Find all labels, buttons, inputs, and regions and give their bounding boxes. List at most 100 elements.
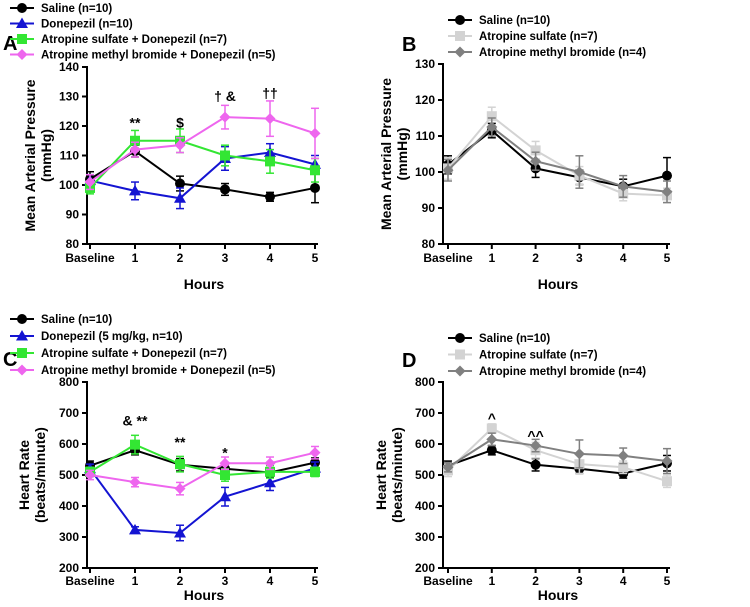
y-axis-title: Heart Rate(beats/minute) bbox=[16, 427, 48, 523]
y-tick-label: 400 bbox=[59, 499, 79, 513]
data-point bbox=[174, 526, 186, 538]
significance-label: * bbox=[222, 444, 228, 460]
data-point bbox=[265, 466, 275, 477]
legend-label: Atropine methyl bromide + Donepezil (n=5… bbox=[41, 365, 276, 377]
data-point bbox=[661, 186, 673, 198]
data-point bbox=[219, 490, 231, 502]
series-2 bbox=[84, 461, 321, 542]
y-tick-label: 110 bbox=[416, 129, 436, 143]
legend-marker bbox=[16, 17, 28, 28]
significance-label: & ** bbox=[123, 412, 148, 428]
data-point bbox=[573, 448, 585, 460]
series-line bbox=[447, 438, 668, 469]
data-point bbox=[310, 165, 320, 176]
data-point bbox=[219, 111, 231, 123]
y-axis-title-line: (mmHg) bbox=[394, 128, 410, 181]
y-tick-label: 700 bbox=[415, 406, 435, 420]
x-axis-title: Hours bbox=[538, 587, 579, 603]
data-point bbox=[130, 439, 140, 450]
legend-marker bbox=[17, 3, 27, 13]
data-point bbox=[265, 156, 275, 167]
data-point bbox=[219, 457, 231, 469]
series-line bbox=[89, 451, 316, 490]
legend-marker bbox=[16, 364, 28, 376]
x-tick-label: 4 bbox=[267, 251, 274, 265]
data-point bbox=[442, 461, 454, 473]
data-point bbox=[486, 121, 498, 133]
y-tick-label: 500 bbox=[59, 468, 79, 482]
legend-label: Atropine sulfate + Donepezil (n=7) bbox=[41, 34, 227, 46]
legend-marker bbox=[454, 365, 466, 377]
legend: Saline (n=10) Donepezil (n=10) Atropine su… bbox=[10, 3, 276, 62]
legend-label: Atropine methyl bromide + Donepezil (n=5… bbox=[41, 50, 276, 62]
data-point bbox=[662, 170, 672, 181]
data-point bbox=[310, 182, 320, 193]
series-2 bbox=[84, 142, 321, 210]
data-point bbox=[617, 180, 629, 192]
panel-d: D 200 300 400 500 600 700 800 Baseline 1 2 3 4 5 Hours… bbox=[373, 333, 673, 603]
data-point bbox=[661, 455, 673, 467]
legend-label: Atropine methyl bromide (n=4) bbox=[479, 366, 646, 378]
y-tick-label: 120 bbox=[415, 93, 435, 107]
x-tick-label: 4 bbox=[620, 574, 627, 588]
y-tick-label: 90 bbox=[422, 201, 436, 215]
legend-label: Saline (n=10) bbox=[479, 15, 550, 27]
data-point bbox=[130, 135, 140, 146]
x-tick-label: 5 bbox=[312, 251, 319, 265]
data-point bbox=[175, 178, 185, 189]
significance-label: †† bbox=[262, 85, 278, 101]
significance-label: $ bbox=[176, 114, 184, 130]
data-point bbox=[486, 111, 497, 122]
x-tick-label: 5 bbox=[664, 251, 671, 265]
data-point bbox=[129, 523, 141, 535]
y-tick-label: 200 bbox=[415, 561, 435, 575]
data-point bbox=[486, 433, 498, 445]
y-axis-title-line: (beats/minute) bbox=[32, 427, 48, 523]
x-axis-title: Hours bbox=[538, 276, 579, 292]
x-tick-label: 1 bbox=[132, 251, 139, 265]
legend-marker bbox=[454, 46, 466, 58]
x-tick-label: 3 bbox=[222, 251, 229, 265]
panel-a: A 80 90 100 110 120 130 140 Baseline 1 2 3 4 5 Hours Me… bbox=[3, 3, 321, 292]
significance-label: ^^ bbox=[527, 427, 543, 443]
y-tick-label: 120 bbox=[59, 119, 79, 133]
legend-label: Saline (n=10) bbox=[41, 3, 112, 15]
x-tick-label: Baseline bbox=[423, 251, 473, 265]
series-line bbox=[89, 443, 315, 477]
y-tick-label: 80 bbox=[422, 237, 436, 251]
y-tick-label: 700 bbox=[59, 406, 79, 420]
x-tick-label: 3 bbox=[576, 574, 583, 588]
series-4 bbox=[84, 445, 321, 496]
x-tick-label: 4 bbox=[620, 251, 627, 265]
data-point bbox=[84, 469, 96, 481]
x-axis-title: Hours bbox=[184, 587, 225, 603]
series-line bbox=[89, 116, 316, 183]
data-point bbox=[175, 459, 185, 470]
y-axis-title: Heart Rate(beats/minute) bbox=[373, 427, 405, 523]
legend-marker bbox=[17, 34, 27, 44]
legend-label: Donepezil (n=10) bbox=[41, 19, 133, 31]
data-point bbox=[530, 440, 542, 452]
data-point bbox=[530, 155, 542, 167]
significance-label: ^ bbox=[488, 410, 496, 426]
series-line bbox=[89, 139, 316, 189]
data-point bbox=[174, 483, 186, 495]
x-tick-label: 4 bbox=[267, 574, 274, 588]
data-point bbox=[129, 184, 141, 196]
data-point bbox=[530, 145, 541, 156]
y-tick-label: 200 bbox=[59, 561, 79, 575]
y-axis-title: Mean Arterial Pressure(mmHg) bbox=[378, 78, 410, 230]
y-axis-title-line: Mean Arterial Pressure bbox=[378, 78, 394, 230]
panel-c: C 200 300 400 500 600 700 800 Baseline 1 2 3 4 5 Hours… bbox=[3, 314, 321, 603]
x-tick-label: 1 bbox=[132, 574, 139, 588]
y-tick-label: 130 bbox=[59, 90, 79, 104]
data-point bbox=[310, 466, 320, 477]
y-tick-label: 140 bbox=[59, 60, 79, 74]
y-tick-label: 600 bbox=[415, 437, 435, 451]
series-line bbox=[89, 449, 316, 474]
data-point bbox=[442, 164, 454, 176]
x-tick-label: 1 bbox=[488, 251, 495, 265]
legend-label: Atropine sulfate (n=7) bbox=[479, 350, 598, 362]
legend-label: Saline (n=10) bbox=[479, 333, 550, 345]
series-line bbox=[447, 125, 668, 193]
